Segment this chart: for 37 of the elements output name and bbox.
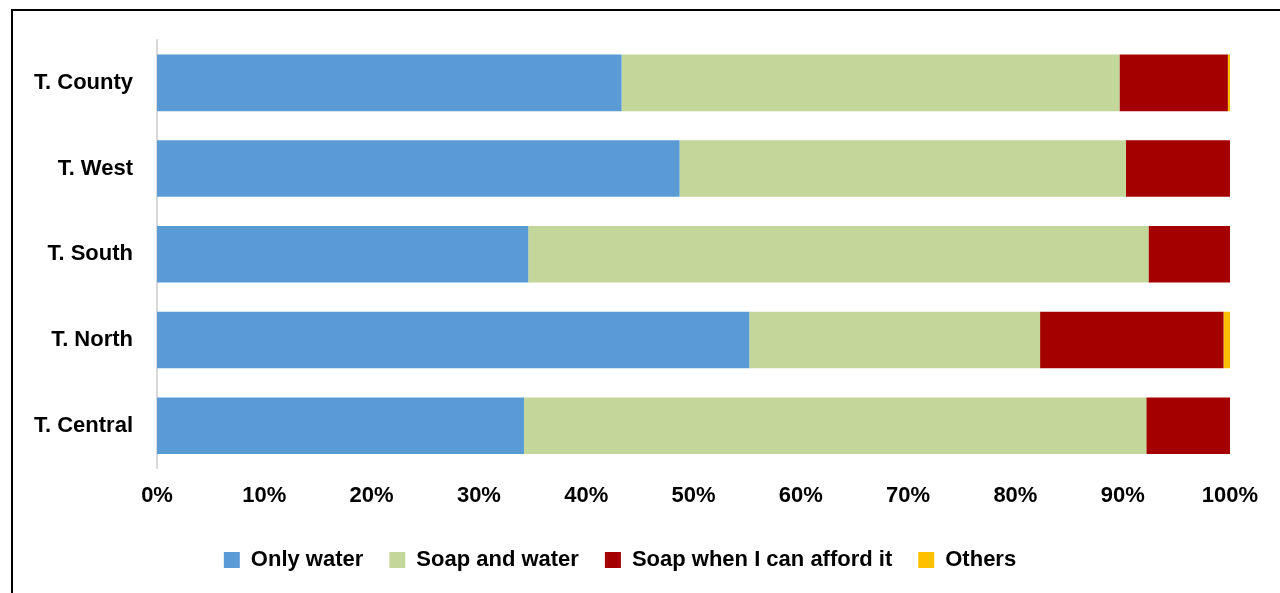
x-tick-label: 0% <box>141 481 173 507</box>
x-tick-label: 20% <box>349 481 394 507</box>
bar <box>157 140 680 197</box>
bar <box>1223 311 1230 369</box>
bar <box>679 140 1126 197</box>
bar <box>157 397 524 455</box>
x-tick-label: 10% <box>242 481 287 507</box>
bar <box>1146 397 1230 455</box>
y-tick-label: T. North <box>51 326 134 352</box>
bar <box>1119 54 1228 112</box>
y-tick-label: T. Central <box>33 411 134 437</box>
x-tick-label: 90% <box>1100 481 1145 507</box>
x-tick-label: 50% <box>671 481 716 507</box>
bar <box>1227 54 1230 112</box>
x-tick-label: 70% <box>886 481 931 507</box>
bar <box>157 226 529 283</box>
legend-label: Soap when I can afford it <box>631 546 893 572</box>
legend-label: Only water <box>250 546 364 572</box>
x-tick-label: 30% <box>456 481 501 507</box>
y-tick-label: T. West <box>57 154 134 180</box>
x-tick-label: 40% <box>564 481 609 507</box>
bar <box>1148 226 1230 283</box>
bar <box>528 226 1149 283</box>
bar <box>621 54 1120 112</box>
x-tick-label: 80% <box>993 481 1038 507</box>
bar <box>523 397 1147 455</box>
bar <box>157 311 750 369</box>
bar <box>1125 140 1230 197</box>
legend-label: Others <box>945 546 1017 572</box>
legend-label: Soap and water <box>416 546 580 572</box>
x-tick-label: 60% <box>778 481 823 507</box>
y-tick-label: T. County <box>34 68 134 94</box>
bar <box>1040 311 1224 369</box>
y-tick-label: T. South <box>47 240 134 266</box>
bar <box>749 311 1041 369</box>
x-tick-label: 100% <box>1201 481 1259 507</box>
bar <box>157 54 622 112</box>
